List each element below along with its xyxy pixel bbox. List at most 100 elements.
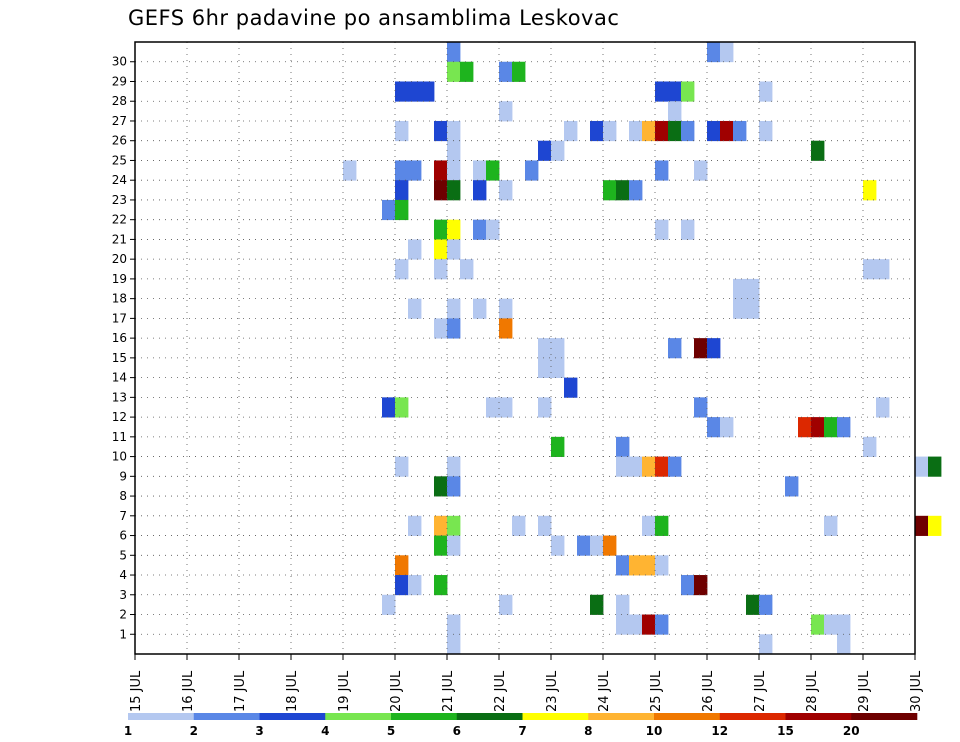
heatmap-cell: [434, 160, 448, 181]
heatmap-cell: [655, 81, 669, 102]
heatmap-cell: [668, 456, 682, 477]
plot-frame: [134, 41, 916, 655]
y-tick-label: 27: [112, 114, 127, 128]
heatmap-cell: [499, 594, 513, 615]
heatmap-cell: [694, 397, 708, 418]
heatmap-cell: [642, 120, 656, 142]
heatmap-cell: [603, 535, 617, 556]
heatmap-cell: [447, 535, 461, 556]
y-tick-label: 16: [112, 331, 127, 345]
heatmap-cell: [382, 397, 396, 418]
heatmap-cell: [395, 575, 409, 596]
x-date-label: 15 JUL: [129, 670, 144, 712]
heatmap-cell: [668, 81, 682, 102]
heatmap-cell: [408, 298, 422, 319]
legend-label: 5: [387, 724, 395, 738]
heatmap-cell: [863, 436, 877, 457]
y-tick-label: 4: [119, 568, 127, 582]
y-tick-label: 25: [112, 153, 127, 167]
legend-swatch: [654, 713, 721, 720]
heatmap-cell: [720, 42, 734, 63]
heatmap-cell: [434, 239, 448, 260]
legend-label: 10: [646, 724, 663, 738]
x-date-label: 28 JUL: [805, 670, 820, 712]
heatmap-cell: [460, 259, 474, 280]
heatmap-cell: [395, 160, 409, 181]
x-date-label: 23 JUL: [545, 670, 560, 712]
heatmap-cell: [590, 120, 604, 142]
heatmap-cell: [616, 436, 630, 457]
legend-swatch: [128, 713, 195, 720]
heatmap-cell: [759, 594, 773, 615]
heatmap-cell: [434, 575, 448, 596]
heatmap-cell: [681, 219, 695, 240]
heatmap-cell: [434, 120, 448, 142]
y-tick-label: 20: [112, 252, 127, 266]
heatmap-cell: [408, 239, 422, 260]
heatmap-cell: [616, 614, 630, 635]
heatmap-cell: [707, 417, 721, 438]
heatmap-cell: [655, 555, 669, 576]
heatmap-cell: [512, 515, 526, 536]
y-tick-label: 14: [112, 371, 127, 385]
heatmap-cell: [759, 634, 773, 655]
heatmap-cell: [525, 160, 539, 181]
heatmap-cell: [551, 436, 565, 457]
heatmap-cell: [720, 417, 734, 438]
heatmap-cell: [798, 417, 812, 438]
y-tick-label: 29: [112, 74, 127, 88]
color-legend: 1 2 3 4 5 6 7 8 10 12 15 20: [124, 713, 918, 738]
heatmap-cell: [395, 81, 409, 102]
heatmap-cell: [343, 160, 357, 181]
heatmap-cell: [668, 338, 682, 359]
heatmap-cell: [655, 120, 669, 142]
heatmap-cell: [915, 456, 929, 477]
y-tick-label: 9: [119, 469, 127, 483]
heatmap-cell: [447, 219, 461, 240]
y-tick-label: 28: [112, 94, 127, 108]
heatmap-cell: [655, 614, 669, 635]
heatmap-cell: [447, 239, 461, 260]
heatmap-cell: [551, 140, 565, 161]
x-date-label: 22 JUL: [493, 670, 508, 712]
heatmap-cell: [551, 357, 565, 379]
y-tick-label: 17: [112, 311, 127, 325]
heatmap-cell: [447, 120, 461, 142]
heatmap-cell: [616, 555, 630, 576]
heatmap-cell: [395, 397, 409, 418]
heatmap-cell: [434, 476, 448, 497]
heatmap-cell: [434, 180, 448, 201]
x-axis-date-labels: 15 JUL 16 JUL 17 JUL 18 JUL 19 JUL 20 JUL 21 J…: [129, 654, 924, 712]
heatmap-cell: [668, 120, 682, 142]
y-tick-label: 7: [119, 509, 127, 523]
heatmap-cell: [837, 614, 851, 635]
heatmap-cell: [395, 555, 409, 576]
heatmap-cell: [655, 456, 669, 477]
heatmap-cell: [395, 259, 409, 280]
y-tick-label: 10: [112, 450, 127, 464]
heatmap-cell: [824, 417, 838, 438]
heatmap-cell: [720, 120, 734, 142]
heatmap-cell: [395, 199, 409, 221]
heatmap-cell: [382, 594, 396, 615]
heatmap-cell: [447, 61, 461, 82]
y-tick-label: 19: [112, 272, 127, 286]
legend-swatch: [785, 713, 852, 720]
heatmap-cell: [863, 180, 877, 201]
heatmap-cell: [642, 456, 656, 477]
heatmap-cell: [746, 298, 760, 319]
y-tick-label: 2: [119, 608, 127, 622]
heatmap-cell: [733, 298, 747, 319]
heatmap-cell: [629, 120, 643, 142]
heatmap-cell: [447, 476, 461, 497]
heatmap-cell: [694, 338, 708, 359]
heatmap-cell: [876, 397, 890, 418]
heatmap-cell: [590, 535, 604, 556]
heatmap-cell: [551, 535, 565, 556]
heatmap-cell: [447, 160, 461, 181]
heatmap-cell: [447, 298, 461, 319]
heatmap-cell: [512, 61, 526, 82]
heatmap-cell: [603, 180, 617, 201]
legend-swatch: [719, 713, 786, 720]
x-date-label: 30 JUL: [909, 670, 924, 712]
